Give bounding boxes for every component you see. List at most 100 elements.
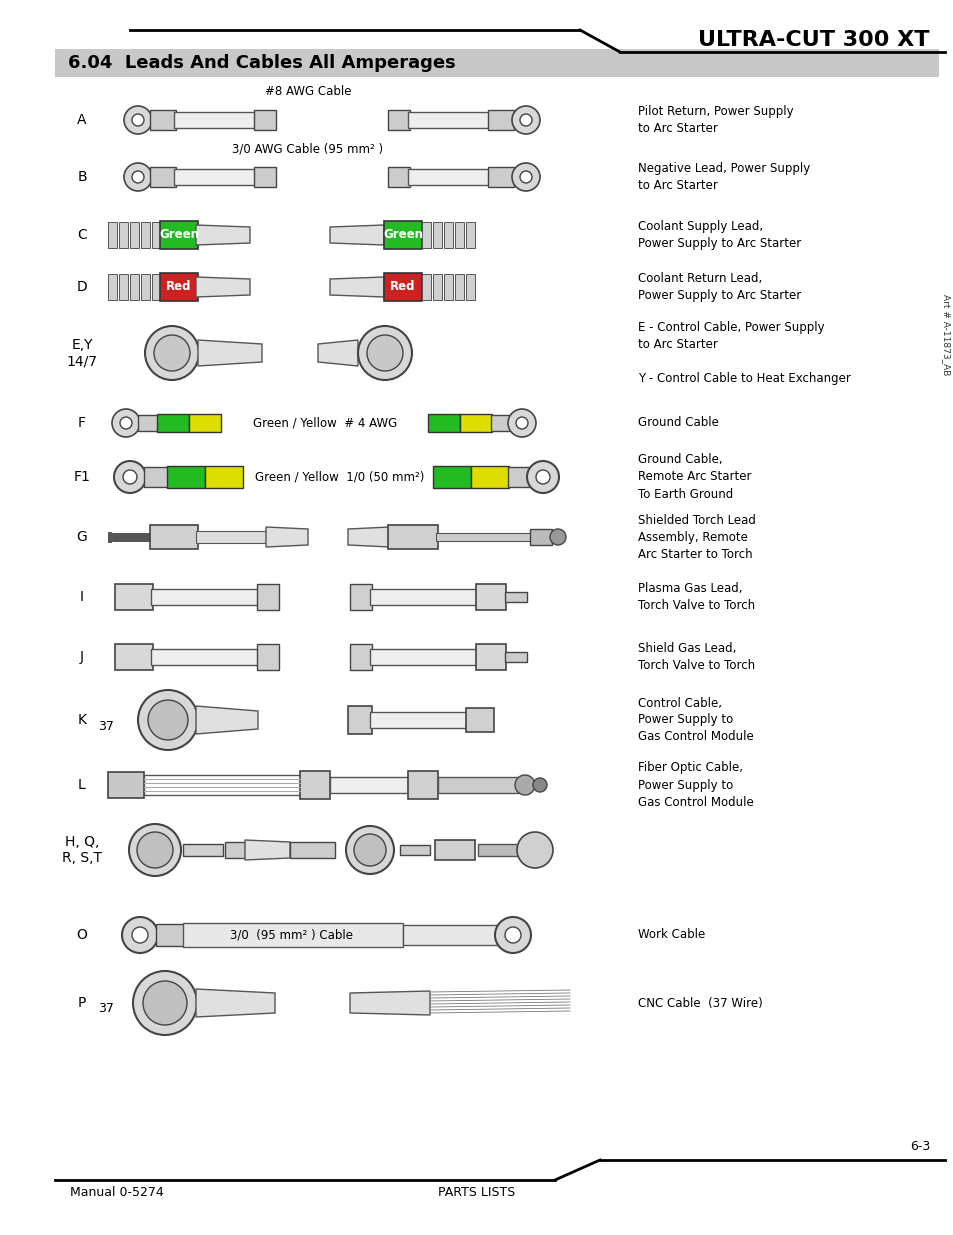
Bar [408,169,490,185]
Text: A: A [77,112,87,127]
Bar [455,222,463,248]
Bar [388,525,437,550]
Bar [504,652,526,662]
Circle shape [526,461,558,493]
Bar [433,222,441,248]
Circle shape [495,918,531,953]
Bar [183,923,402,947]
Bar [433,274,441,300]
Text: Art # A-11873_AB: Art # A-11873_AB [941,294,949,375]
Circle shape [129,824,181,876]
Text: Fiber Optic Cable,
Power Supply to
Gas Control Module: Fiber Optic Cable, Power Supply to Gas C… [638,762,753,809]
Text: Red: Red [390,280,416,294]
Polygon shape [245,840,290,860]
Bar [152,222,161,248]
Bar [205,466,243,488]
Polygon shape [195,277,250,296]
Text: G: G [76,530,88,543]
Bar [183,844,223,856]
Bar [388,110,410,130]
Polygon shape [195,706,257,734]
Circle shape [143,981,187,1025]
Bar [350,584,372,610]
Text: 6-3: 6-3 [909,1140,929,1153]
Circle shape [132,927,148,944]
Text: Shielded Torch Lead
Assembly, Remote
Arc Starter to Torch: Shielded Torch Lead Assembly, Remote Arc… [638,514,755,561]
Circle shape [533,778,546,792]
Bar [167,466,205,488]
Bar [330,777,410,793]
Circle shape [536,471,550,484]
Bar [370,713,468,727]
Bar [399,845,430,855]
Polygon shape [330,277,384,296]
Text: Work Cable: Work Cable [638,929,704,941]
Circle shape [122,918,158,953]
Circle shape [113,461,146,493]
Circle shape [512,163,539,191]
Circle shape [346,826,394,874]
Polygon shape [348,527,390,547]
Bar [144,467,168,487]
Bar [189,414,221,432]
Polygon shape [198,340,262,366]
Text: CNC Cable  (37 Wire): CNC Cable (37 Wire) [638,997,762,1009]
Text: B: B [77,170,87,184]
Text: F: F [78,416,86,430]
Circle shape [123,471,137,484]
Circle shape [519,170,532,183]
Bar [299,771,330,799]
Text: Plasma Gas Lead,
Torch Valve to Torch: Plasma Gas Lead, Torch Valve to Torch [638,582,755,613]
Text: Green / Yellow  # 4 AWG: Green / Yellow # 4 AWG [253,416,396,430]
Bar [370,650,477,664]
Circle shape [124,106,152,135]
Bar [435,840,475,860]
Bar [459,414,492,432]
Bar [433,466,471,488]
Text: Shield Gas Lead,
Torch Valve to Torch: Shield Gas Lead, Torch Valve to Torch [638,642,755,672]
Text: O: O [76,927,88,942]
Bar [388,167,410,186]
Bar [150,525,198,550]
Bar [476,584,505,610]
Text: Coolant Return Lead,
Power Supply to Arc Starter: Coolant Return Lead, Power Supply to Arc… [638,272,801,303]
Bar [465,274,475,300]
Bar [150,110,175,130]
Bar [150,167,175,186]
Bar [253,110,275,130]
Text: Manual 0-5274: Manual 0-5274 [70,1187,164,1199]
Text: Control Cable,
Power Supply to
Gas Control Module: Control Cable, Power Supply to Gas Contr… [638,697,753,743]
Bar [443,222,453,248]
Circle shape [145,326,199,380]
Bar [348,706,372,734]
Bar [488,110,514,130]
Text: P: P [78,995,86,1010]
Text: 6.04  Leads And Cables All Amperages: 6.04 Leads And Cables All Amperages [68,54,456,72]
Circle shape [516,417,527,429]
Bar [465,708,494,732]
Bar [476,643,505,671]
Text: 3/0 AWG Cable (95 mm² ): 3/0 AWG Cable (95 mm² ) [233,142,383,156]
Bar [141,222,150,248]
Text: Green: Green [159,228,199,242]
Polygon shape [330,225,384,245]
Bar [428,414,459,432]
Text: J: J [80,650,84,664]
Circle shape [517,832,553,868]
Polygon shape [350,990,430,1015]
Bar [160,221,198,249]
Circle shape [132,114,144,126]
Bar [115,584,152,610]
Polygon shape [266,527,308,547]
Text: Green / Yellow  1/0 (50 mm²): Green / Yellow 1/0 (50 mm²) [255,471,424,483]
Circle shape [112,409,140,437]
Bar [402,925,502,945]
Text: Ground Cable,
Remote Arc Starter
To Earth Ground: Ground Cable, Remote Arc Starter To Eart… [638,453,751,500]
Bar [108,772,144,798]
Bar [256,643,278,671]
Bar [108,274,117,300]
Circle shape [124,163,152,191]
Bar [437,777,517,793]
Circle shape [507,409,536,437]
Bar [160,273,198,301]
